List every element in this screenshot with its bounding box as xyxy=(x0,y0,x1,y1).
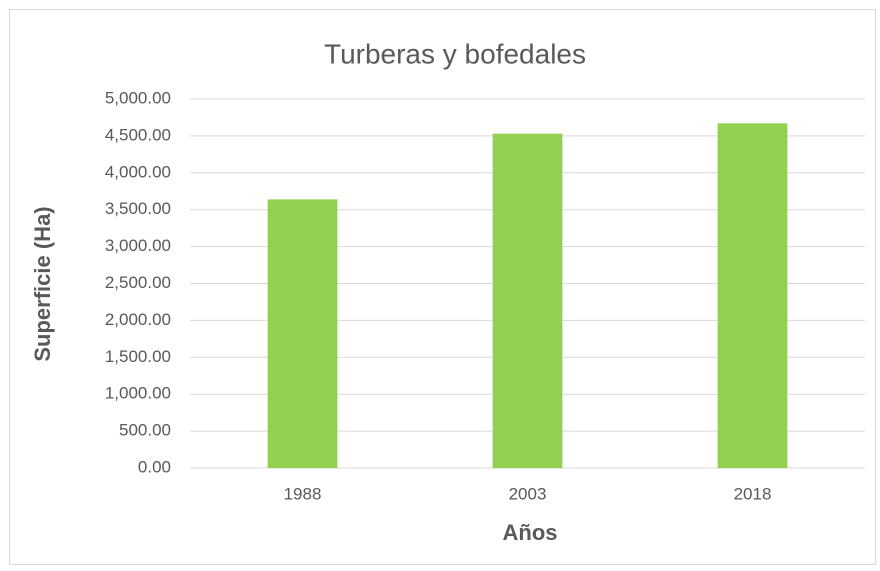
x-tick-label: 1988 xyxy=(284,484,322,503)
y-tick-label: 500.00 xyxy=(119,421,171,440)
y-tick-label: 3,500.00 xyxy=(105,199,171,218)
y-tick-label: 5,000.00 xyxy=(105,88,171,107)
x-tick-label: 2003 xyxy=(509,484,547,503)
y-tick-label: 2,500.00 xyxy=(105,273,171,292)
bar xyxy=(267,199,338,469)
y-tick-label: 3,000.00 xyxy=(105,236,171,255)
bar xyxy=(492,133,563,468)
x-axis-label: Años xyxy=(503,520,558,545)
bar xyxy=(717,123,788,468)
y-tick-label: 4,000.00 xyxy=(105,162,171,181)
y-tick-label: 1,500.00 xyxy=(105,347,171,366)
y-tick-label: 2,000.00 xyxy=(105,310,171,329)
y-tick-label: 1,000.00 xyxy=(105,384,171,403)
chart-title: Turberas y bofedales xyxy=(324,38,586,69)
x-tick-label: 2018 xyxy=(734,484,772,503)
y-axis-label: Superficie (Ha) xyxy=(30,206,55,361)
y-tick-label: 0.00 xyxy=(138,457,171,476)
y-tick-label: 4,500.00 xyxy=(105,125,171,144)
